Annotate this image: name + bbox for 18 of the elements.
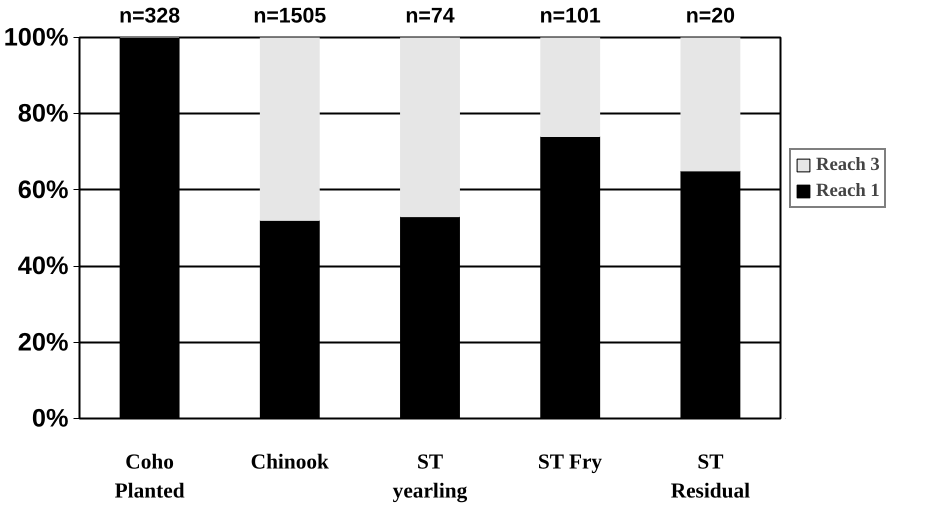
y-tick-label: 0%	[32, 404, 68, 432]
legend-label: Reach 3	[816, 154, 880, 176]
annotation: n=20	[686, 4, 736, 28]
legend-label: Reach 1	[816, 180, 880, 202]
y-tick-label: 100%	[4, 24, 68, 52]
annotation: n=1505	[253, 4, 326, 28]
y-tick-label: 40%	[18, 252, 69, 280]
x-tick-label: Chinook	[250, 450, 330, 474]
x-tick-label: Coho Planted	[114, 450, 185, 502]
annotation: n=101	[540, 4, 601, 28]
annotation: n=74	[405, 4, 455, 28]
annotation: n=328	[119, 4, 180, 28]
x-tick-label: ST yearling	[392, 450, 468, 502]
y-tick-label: 80%	[18, 100, 69, 128]
x-tick-label: ST Fry	[538, 450, 602, 474]
y-tick-label: 60%	[18, 176, 69, 204]
x-tick-label: ST Residual	[670, 450, 750, 502]
y-tick-label: 20%	[18, 328, 69, 356]
